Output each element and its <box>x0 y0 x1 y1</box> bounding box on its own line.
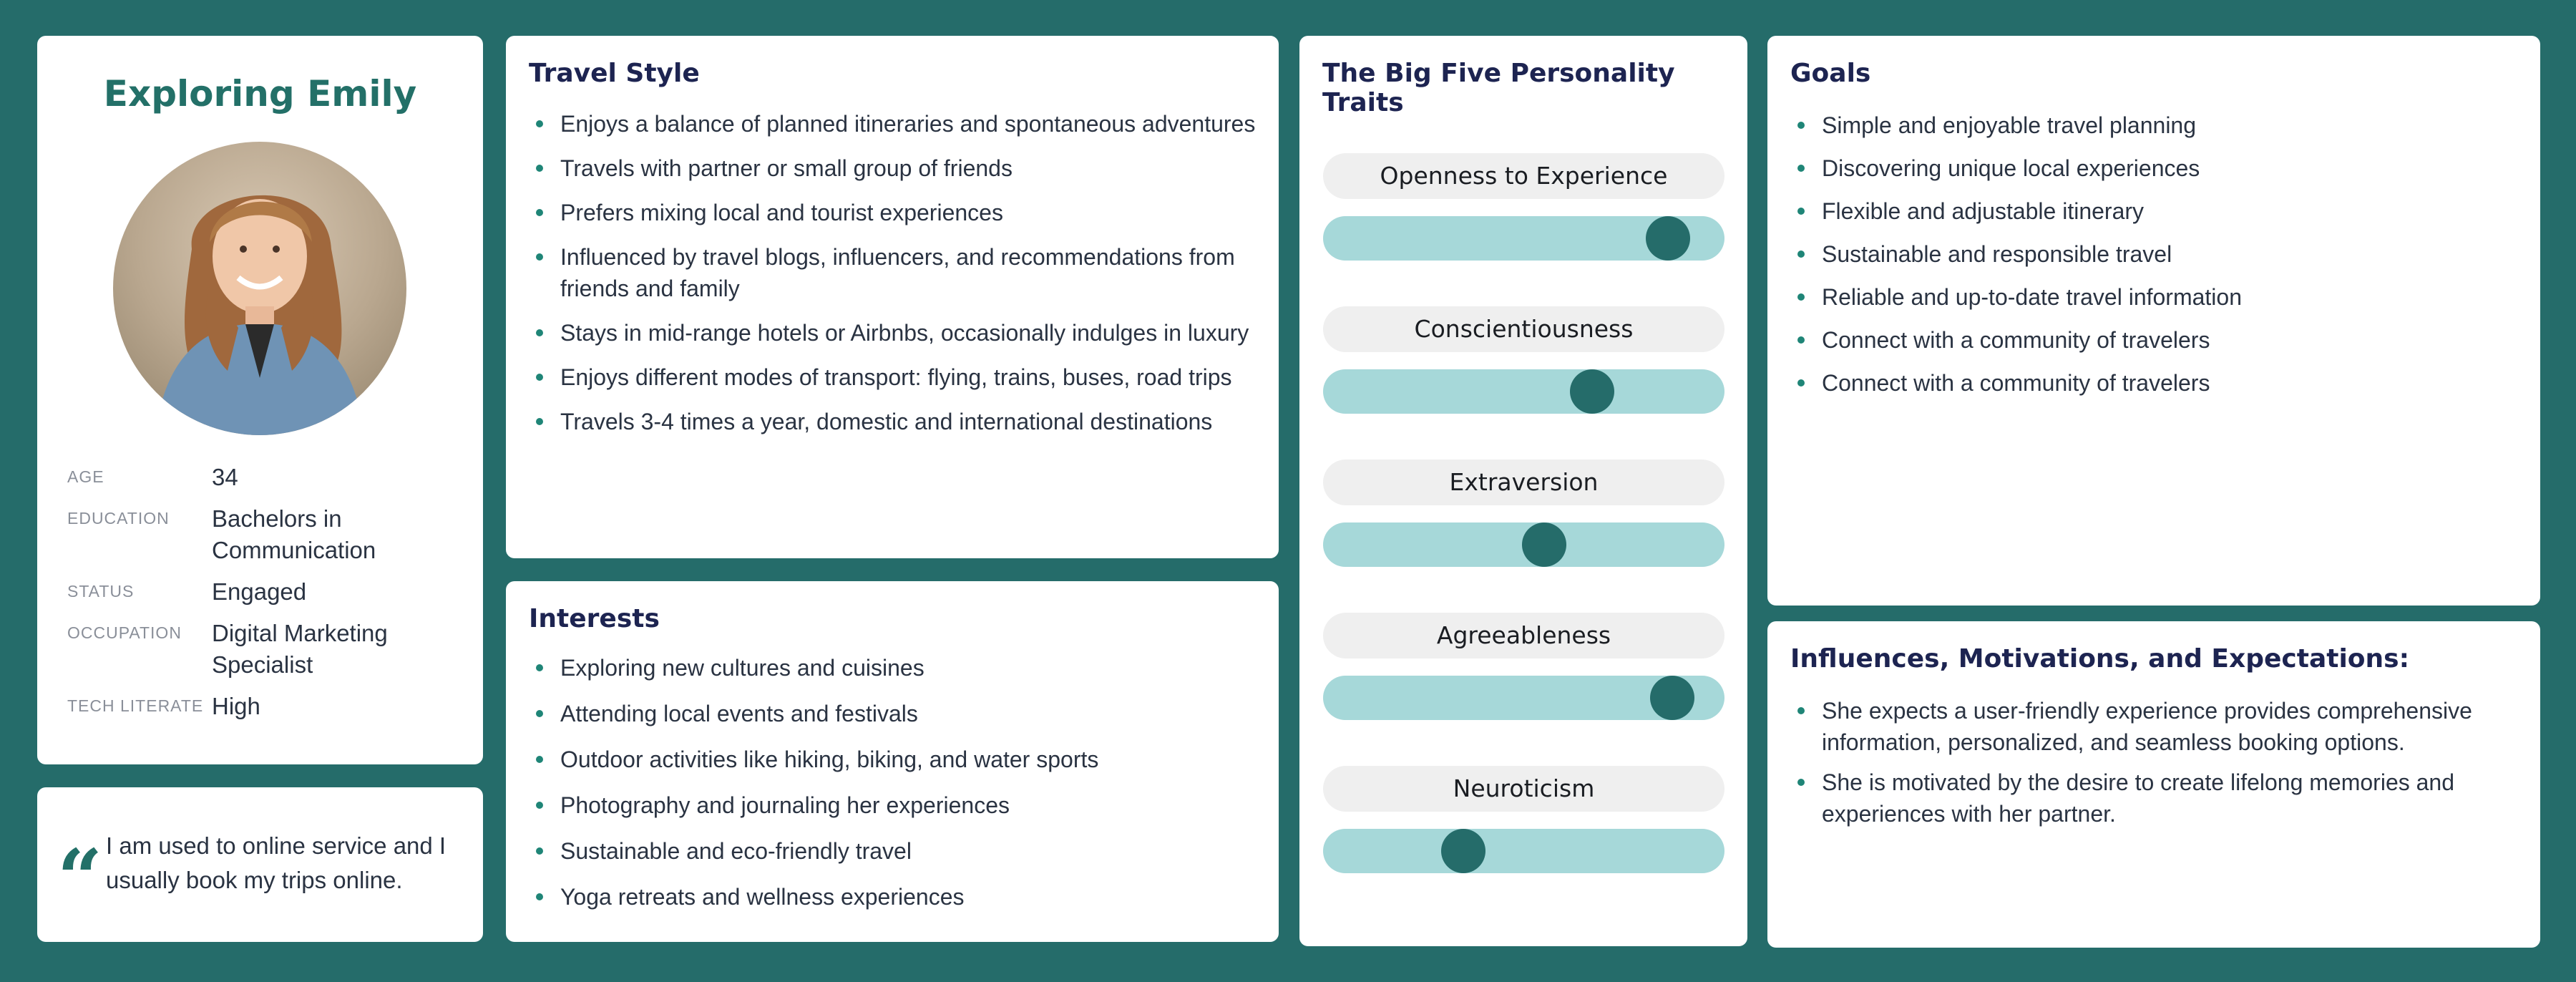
list-item: She is motivated by the desire to create… <box>1790 767 2517 830</box>
interests-title: Interests <box>529 604 660 633</box>
list-item: Sustainable and eco-friendly travel <box>529 835 1256 867</box>
trait-slider-track[interactable] <box>1323 369 1724 414</box>
list-item: Influenced by travel blogs, influencers,… <box>529 241 1256 304</box>
tech-literate-value: High <box>212 693 260 719</box>
list-item: Photography and journaling her experienc… <box>529 789 1256 821</box>
list-item: Stays in mid-range hotels or Airbnbs, oc… <box>529 317 1256 349</box>
list-item: Enjoys a balance of planned itineraries … <box>529 108 1256 140</box>
influences-title: Influences, Motivations, and Expectation… <box>1790 644 2409 674</box>
trait-slider-track[interactable] <box>1323 216 1724 261</box>
list-item: Discovering unique local experiences <box>1790 152 2517 184</box>
trait-slider-track[interactable] <box>1323 829 1724 873</box>
list-item: Travels 3-4 times a year, domestic and i… <box>529 406 1256 437</box>
age-value: 34 <box>212 464 238 490</box>
influences-card: Influences, Motivations, and Expectation… <box>1767 621 2540 948</box>
persona-name: Exploring Emily <box>103 73 417 115</box>
trait-openness: Openness to Experience <box>1323 153 1724 261</box>
trait-label: Agreeableness <box>1323 613 1724 658</box>
list-item: Sustainable and responsible travel <box>1790 238 2517 270</box>
list-item: Simple and enjoyable travel planning <box>1790 110 2517 141</box>
trait-label: Neuroticism <box>1323 766 1724 812</box>
travel-style-list: Enjoys a balance of planned itineraries … <box>529 108 1256 437</box>
profile-info: AGE 34 EDUCATION Bachelors in Communicat… <box>67 462 468 732</box>
education-row: EDUCATION Bachelors in Communication <box>67 503 468 566</box>
trait-extraversion: Extraversion <box>1323 460 1724 567</box>
education-value: Bachelors in Communication <box>212 505 376 563</box>
list-item: Reliable and up-to-date travel informati… <box>1790 281 2517 313</box>
trait-slider-knob[interactable] <box>1441 829 1486 873</box>
status-row: STATUS Engaged <box>67 576 468 608</box>
status-label: STATUS <box>67 582 135 601</box>
trait-slider-knob[interactable] <box>1521 522 1566 567</box>
trait-slider-track[interactable] <box>1323 676 1724 720</box>
goals-card: Goals Simple and enjoyable travel planni… <box>1767 36 2540 606</box>
list-item: Flexible and adjustable itinerary <box>1790 195 2517 227</box>
quote-icon: “ <box>57 832 103 924</box>
travel-style-card: Travel Style Enjoys a balance of planned… <box>506 36 1279 558</box>
quote-text: I am used to online service and I usuall… <box>106 832 447 893</box>
trait-label: Extraversion <box>1323 460 1724 505</box>
big-five-title: The Big Five Personality Traits <box>1322 59 1675 117</box>
list-item: Prefers mixing local and tourist experie… <box>529 197 1256 228</box>
list-item: Connect with a community of travelers <box>1790 367 2517 399</box>
trait-conscientiousness: Conscientiousness <box>1323 306 1724 414</box>
list-item: Connect with a community of travelers <box>1790 324 2517 356</box>
interests-card: Interests Exploring new cultures and cui… <box>506 581 1279 942</box>
influences-list: She expects a user-friendly experience p… <box>1790 695 2517 830</box>
list-item: Exploring new cultures and cuisines <box>529 652 1256 684</box>
trait-label: Conscientiousness <box>1323 306 1724 352</box>
list-item: Outdoor activities like hiking, biking, … <box>529 744 1256 775</box>
education-label: EDUCATION <box>67 509 170 528</box>
quote-card: “ I am used to online service and I usua… <box>37 787 483 942</box>
tech-literate-row: TECH LITERATE High <box>67 691 468 722</box>
occupation-label: OCCUPATION <box>67 623 182 642</box>
list-item: Attending local events and festivals <box>529 698 1256 729</box>
big-five-card: The Big Five Personality Traits Openness… <box>1299 36 1747 946</box>
status-value: Engaged <box>212 578 307 605</box>
trait-agreeableness: Agreeableness <box>1323 613 1724 720</box>
trait-label: Openness to Experience <box>1323 153 1724 199</box>
list-item: Travels with partner or small group of f… <box>529 152 1256 184</box>
trait-slider-knob[interactable] <box>1650 676 1695 720</box>
interests-list: Exploring new cultures and cuisines Atte… <box>529 652 1256 913</box>
avatar <box>113 142 406 435</box>
profile-card: Exploring Emily <box>37 36 483 764</box>
list-item: Enjoys different modes of transport: fly… <box>529 361 1256 393</box>
trait-slider-knob[interactable] <box>1646 216 1691 261</box>
trait-slider-track[interactable] <box>1323 522 1724 567</box>
goals-list: Simple and enjoyable travel planning Dis… <box>1790 110 2517 399</box>
trait-slider-knob[interactable] <box>1569 369 1614 414</box>
list-item: She expects a user-friendly experience p… <box>1790 695 2517 758</box>
list-item: Yoga retreats and wellness experiences <box>529 881 1256 913</box>
age-label: AGE <box>67 467 104 486</box>
goals-title: Goals <box>1790 59 1871 88</box>
avatar-photo <box>113 142 406 435</box>
age-row: AGE 34 <box>67 462 468 493</box>
occupation-value: Digital Marketing Specialist <box>212 620 388 678</box>
travel-style-title: Travel Style <box>529 59 700 88</box>
tech-literate-label: TECH LITERATE <box>67 696 204 715</box>
trait-neuroticism: Neuroticism <box>1323 766 1724 873</box>
occupation-row: OCCUPATION Digital Marketing Specialist <box>67 618 468 681</box>
